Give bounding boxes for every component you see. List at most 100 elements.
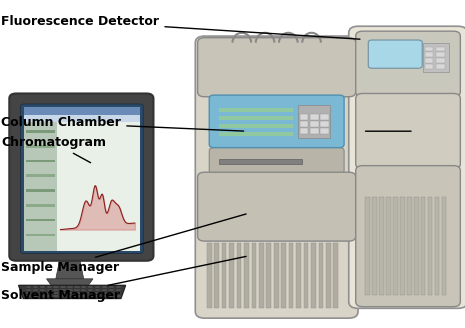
- Bar: [266, 243, 271, 308]
- Bar: [95, 289, 100, 291]
- Bar: [116, 286, 121, 288]
- FancyBboxPatch shape: [356, 31, 460, 97]
- Bar: [116, 292, 121, 294]
- Bar: [116, 295, 121, 297]
- Bar: [219, 159, 302, 164]
- Bar: [24, 107, 140, 115]
- Bar: [214, 243, 219, 308]
- Bar: [24, 115, 140, 122]
- Bar: [407, 197, 412, 295]
- Bar: [26, 145, 55, 148]
- Bar: [425, 64, 433, 69]
- Bar: [26, 292, 31, 294]
- Bar: [40, 289, 45, 291]
- Bar: [436, 64, 445, 69]
- Bar: [219, 116, 293, 120]
- Bar: [414, 197, 418, 295]
- Bar: [40, 295, 45, 297]
- FancyBboxPatch shape: [198, 172, 356, 241]
- Bar: [310, 114, 319, 120]
- Polygon shape: [46, 279, 93, 285]
- Bar: [428, 197, 432, 295]
- Bar: [74, 292, 80, 294]
- Bar: [425, 58, 433, 63]
- Bar: [46, 286, 52, 288]
- Bar: [244, 243, 249, 308]
- Bar: [109, 295, 114, 297]
- Bar: [33, 289, 38, 291]
- Bar: [252, 243, 256, 308]
- FancyBboxPatch shape: [209, 95, 344, 148]
- Bar: [40, 286, 45, 288]
- Bar: [436, 47, 445, 51]
- Bar: [46, 292, 52, 294]
- Bar: [67, 286, 73, 288]
- FancyBboxPatch shape: [356, 93, 460, 169]
- Bar: [219, 132, 293, 136]
- Bar: [229, 243, 234, 308]
- Bar: [95, 286, 100, 288]
- Bar: [88, 289, 93, 291]
- FancyBboxPatch shape: [209, 148, 344, 174]
- Bar: [109, 292, 114, 294]
- Bar: [53, 292, 59, 294]
- Bar: [300, 128, 308, 134]
- Bar: [300, 114, 308, 120]
- Bar: [81, 286, 86, 288]
- Bar: [88, 292, 93, 294]
- Bar: [311, 243, 316, 308]
- Bar: [421, 197, 425, 295]
- Bar: [26, 174, 55, 177]
- Bar: [67, 289, 73, 291]
- Bar: [60, 292, 66, 294]
- Bar: [26, 189, 55, 192]
- Bar: [304, 243, 308, 308]
- Bar: [26, 204, 55, 207]
- Bar: [372, 197, 377, 295]
- Bar: [60, 289, 66, 291]
- Text: Chromatogram: Chromatogram: [1, 136, 106, 163]
- Bar: [74, 289, 80, 291]
- Bar: [26, 234, 55, 236]
- Bar: [365, 197, 370, 295]
- FancyBboxPatch shape: [195, 36, 358, 318]
- Bar: [26, 130, 55, 133]
- Bar: [425, 47, 433, 51]
- Bar: [74, 286, 80, 288]
- Bar: [67, 292, 73, 294]
- Bar: [320, 121, 329, 127]
- Bar: [219, 124, 293, 128]
- Bar: [95, 295, 100, 297]
- Bar: [60, 295, 66, 297]
- Bar: [237, 243, 241, 308]
- Bar: [274, 243, 279, 308]
- Bar: [296, 243, 301, 308]
- Bar: [102, 292, 107, 294]
- Bar: [326, 243, 331, 308]
- Bar: [425, 52, 433, 57]
- Bar: [320, 128, 329, 134]
- Bar: [386, 197, 391, 295]
- Bar: [74, 295, 80, 297]
- Bar: [310, 128, 319, 134]
- Bar: [281, 243, 286, 308]
- Bar: [298, 105, 330, 138]
- Bar: [26, 289, 31, 291]
- Bar: [53, 289, 59, 291]
- Bar: [436, 52, 445, 57]
- FancyBboxPatch shape: [9, 93, 153, 261]
- Bar: [40, 292, 45, 294]
- Bar: [81, 292, 86, 294]
- Bar: [259, 243, 264, 308]
- Bar: [400, 197, 405, 295]
- Bar: [300, 121, 308, 127]
- Bar: [219, 108, 293, 112]
- Bar: [33, 292, 38, 294]
- Text: Sample Manager: Sample Manager: [1, 214, 246, 274]
- Bar: [207, 243, 212, 308]
- Bar: [436, 58, 445, 63]
- Bar: [109, 286, 114, 288]
- Bar: [442, 197, 446, 295]
- Bar: [423, 43, 449, 72]
- Bar: [116, 289, 121, 291]
